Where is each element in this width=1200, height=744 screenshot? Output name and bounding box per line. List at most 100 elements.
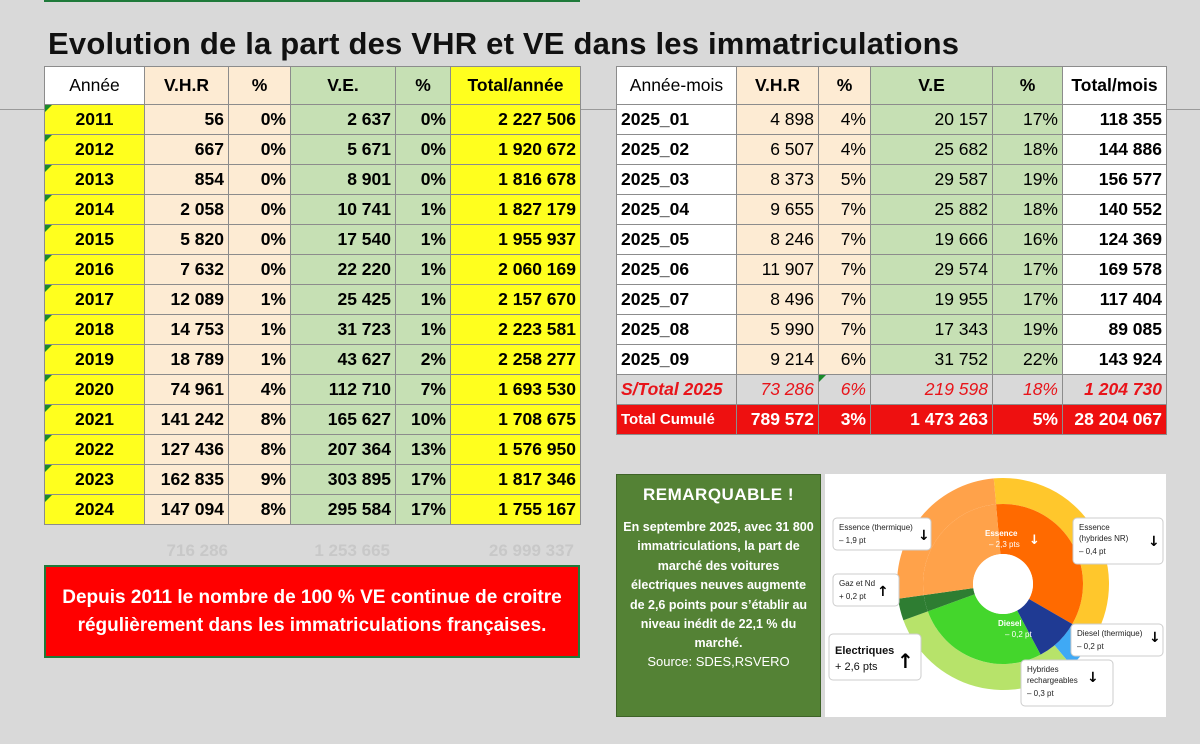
cell-ve[interactable]: 10 741 bbox=[290, 194, 396, 225]
header-year[interactable]: Année bbox=[44, 66, 145, 105]
cell-vhr[interactable]: 12 089 bbox=[144, 284, 229, 315]
subtotal-pct-ve[interactable]: 18% bbox=[992, 374, 1063, 405]
cell-month[interactable]: 2025_02 bbox=[616, 134, 737, 165]
cell-vhr[interactable]: 14 753 bbox=[144, 314, 229, 345]
cell-m-vhr[interactable]: 6 507 bbox=[736, 134, 819, 165]
cell-vhr[interactable]: 74 961 bbox=[144, 374, 229, 405]
cumul-ve[interactable]: 1 473 263 bbox=[870, 404, 993, 435]
cell-total[interactable]: 1 817 346 bbox=[450, 464, 581, 495]
cell-vhr[interactable]: 667 bbox=[144, 134, 229, 165]
cumul-total[interactable]: 28 204 067 bbox=[1062, 404, 1167, 435]
cell-vhr[interactable]: 5 820 bbox=[144, 224, 229, 255]
cell-year[interactable]: 2024 bbox=[44, 494, 145, 525]
cell-m-vhr[interactable]: 8 246 bbox=[736, 224, 819, 255]
header-vhr[interactable]: V.H.R bbox=[144, 66, 229, 105]
cell-vhr[interactable]: 127 436 bbox=[144, 434, 229, 465]
cell-m-vhr[interactable]: 5 990 bbox=[736, 314, 819, 345]
cell-total[interactable]: 2 258 277 bbox=[450, 344, 581, 375]
cell-total[interactable]: 2 157 670 bbox=[450, 284, 581, 315]
cell-pct-vhr[interactable]: 0% bbox=[228, 254, 291, 285]
cell-m-total[interactable]: 169 578 bbox=[1062, 254, 1167, 285]
cumul-pct-vhr[interactable]: 3% bbox=[818, 404, 871, 435]
cell-ve[interactable]: 2 637 bbox=[290, 104, 396, 135]
cell-m-pct-vhr[interactable]: 6% bbox=[818, 344, 871, 375]
cell-year[interactable]: 2014 bbox=[44, 194, 145, 225]
cell-m-pct-ve[interactable]: 16% bbox=[992, 224, 1063, 255]
cell-ve[interactable]: 8 901 bbox=[290, 164, 396, 195]
cumul-vhr[interactable]: 789 572 bbox=[736, 404, 819, 435]
subtotal-label[interactable]: S/Total 2025 bbox=[616, 374, 737, 405]
cell-year[interactable]: 2023 bbox=[44, 464, 145, 495]
cell-pct-ve[interactable]: 2% bbox=[395, 344, 451, 375]
cell-pct-vhr[interactable]: 0% bbox=[228, 194, 291, 225]
cell-year[interactable]: 2016 bbox=[44, 254, 145, 285]
subtotal-total[interactable]: 1 204 730 bbox=[1062, 374, 1167, 405]
cell-m-ve[interactable]: 29 574 bbox=[870, 254, 993, 285]
cell-pct-ve[interactable]: 1% bbox=[395, 314, 451, 345]
cell-total[interactable]: 1 576 950 bbox=[450, 434, 581, 465]
cell-vhr[interactable]: 2 058 bbox=[144, 194, 229, 225]
cell-m-total[interactable]: 140 552 bbox=[1062, 194, 1167, 225]
cell-m-pct-ve[interactable]: 22% bbox=[992, 344, 1063, 375]
cell-total[interactable]: 1 708 675 bbox=[450, 404, 581, 435]
cell-m-vhr[interactable]: 8 496 bbox=[736, 284, 819, 315]
cell-pct-ve[interactable]: 7% bbox=[395, 374, 451, 405]
red-note-box[interactable]: Depuis 2011 le nombre de 100 % VE contin… bbox=[44, 565, 580, 658]
cell-ve[interactable]: 207 364 bbox=[290, 434, 396, 465]
subtotal-ve[interactable]: 219 598 bbox=[870, 374, 993, 405]
cell-pct-ve[interactable]: 1% bbox=[395, 194, 451, 225]
cell-pct-vhr[interactable]: 0% bbox=[228, 164, 291, 195]
cell-m-ve[interactable]: 25 882 bbox=[870, 194, 993, 225]
cumul-pct-ve[interactable]: 5% bbox=[992, 404, 1063, 435]
cell-vhr[interactable]: 18 789 bbox=[144, 344, 229, 375]
cell-year[interactable]: 2011 bbox=[44, 104, 145, 135]
cell-m-total[interactable]: 156 577 bbox=[1062, 164, 1167, 195]
header-m-pct-ve[interactable]: % bbox=[992, 66, 1063, 105]
cell-pct-vhr[interactable]: 0% bbox=[228, 104, 291, 135]
cell-year[interactable]: 2017 bbox=[44, 284, 145, 315]
cell-pct-ve[interactable]: 13% bbox=[395, 434, 451, 465]
cell-pct-ve[interactable]: 1% bbox=[395, 284, 451, 315]
cell-ve[interactable]: 303 895 bbox=[290, 464, 396, 495]
header-ve[interactable]: V.E. bbox=[290, 66, 396, 105]
cell-ve[interactable]: 165 627 bbox=[290, 404, 396, 435]
cell-pct-vhr[interactable]: 0% bbox=[228, 134, 291, 165]
cell-total[interactable]: 2 223 581 bbox=[450, 314, 581, 345]
cell-pct-ve[interactable]: 0% bbox=[395, 164, 451, 195]
cell-pct-vhr[interactable]: 8% bbox=[228, 494, 291, 525]
cell-year[interactable]: 2021 bbox=[44, 404, 145, 435]
cell-m-ve[interactable]: 20 157 bbox=[870, 104, 993, 135]
cell-m-pct-vhr[interactable]: 4% bbox=[818, 104, 871, 135]
cell-month[interactable]: 2025_04 bbox=[616, 194, 737, 225]
cell-total[interactable]: 1 920 672 bbox=[450, 134, 581, 165]
cell-ve[interactable]: 43 627 bbox=[290, 344, 396, 375]
cell-pct-ve[interactable]: 1% bbox=[395, 254, 451, 285]
cell-ve[interactable]: 5 671 bbox=[290, 134, 396, 165]
cell-m-pct-vhr[interactable]: 7% bbox=[818, 224, 871, 255]
cell-month[interactable]: 2025_03 bbox=[616, 164, 737, 195]
cell-pct-ve[interactable]: 10% bbox=[395, 404, 451, 435]
header-total-year[interactable]: Total/année bbox=[450, 66, 581, 105]
cell-pct-vhr[interactable]: 4% bbox=[228, 374, 291, 405]
cell-m-ve[interactable]: 29 587 bbox=[870, 164, 993, 195]
cell-m-vhr[interactable]: 9 655 bbox=[736, 194, 819, 225]
cell-m-pct-vhr[interactable]: 5% bbox=[818, 164, 871, 195]
cell-m-pct-vhr[interactable]: 4% bbox=[818, 134, 871, 165]
cell-pct-ve[interactable]: 0% bbox=[395, 104, 451, 135]
cell-m-vhr[interactable]: 9 214 bbox=[736, 344, 819, 375]
cell-vhr[interactable]: 854 bbox=[144, 164, 229, 195]
cell-ve[interactable]: 25 425 bbox=[290, 284, 396, 315]
cell-m-pct-ve[interactable]: 17% bbox=[992, 254, 1063, 285]
cell-vhr[interactable]: 56 bbox=[144, 104, 229, 135]
header-m-vhr[interactable]: V.H.R bbox=[736, 66, 819, 105]
cell-year[interactable]: 2015 bbox=[44, 224, 145, 255]
cell-pct-vhr[interactable]: 1% bbox=[228, 314, 291, 345]
cell-year[interactable]: 2020 bbox=[44, 374, 145, 405]
subtotal-vhr[interactable]: 73 286 bbox=[736, 374, 819, 405]
header-pct-vhr[interactable]: % bbox=[228, 66, 291, 105]
cell-m-pct-ve[interactable]: 18% bbox=[992, 134, 1063, 165]
cell-ve[interactable]: 112 710 bbox=[290, 374, 396, 405]
cell-month[interactable]: 2025_06 bbox=[616, 254, 737, 285]
header-total-month[interactable]: Total/mois bbox=[1062, 66, 1167, 105]
cell-m-pct-ve[interactable]: 19% bbox=[992, 314, 1063, 345]
